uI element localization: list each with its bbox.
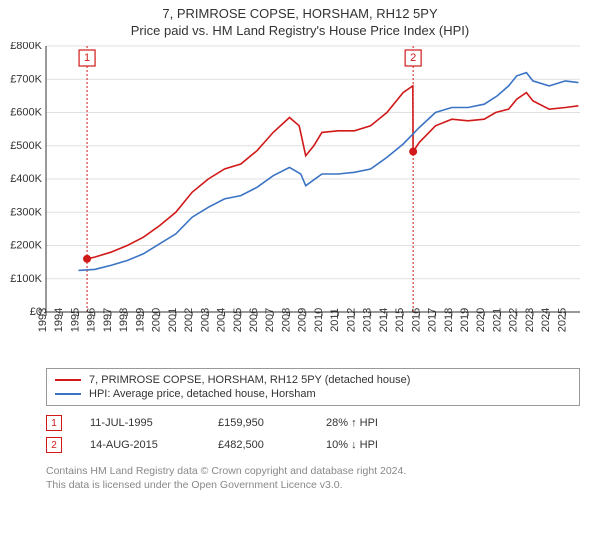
sale-delta: 10% ↓ HPI xyxy=(326,439,378,451)
x-tick-label: 1998 xyxy=(118,308,130,332)
attribution-line2: This data is licensed under the Open Gov… xyxy=(46,478,580,492)
sale-date: 11-JUL-1995 xyxy=(90,417,190,429)
x-tick-label: 2004 xyxy=(216,308,228,332)
x-tick-label: 2023 xyxy=(524,308,536,332)
y-tick-label: £200K xyxy=(10,240,42,252)
chart-container: £0£100K£200K£300K£400K£500K£600K£700K£80… xyxy=(0,42,600,362)
sale-marker: 2 xyxy=(46,437,62,453)
x-tick-label: 2000 xyxy=(151,308,163,332)
legend-row: 7, PRIMROSE COPSE, HORSHAM, RH12 5PY (de… xyxy=(55,373,571,387)
x-tick-label: 1994 xyxy=(53,308,65,332)
legend-swatch xyxy=(55,393,81,395)
x-tick-label: 1995 xyxy=(69,308,81,332)
x-tick-label: 2015 xyxy=(394,308,406,332)
y-tick-label: £600K xyxy=(10,107,42,119)
x-tick-label: 2011 xyxy=(329,308,341,332)
legend: 7, PRIMROSE COPSE, HORSHAM, RH12 5PY (de… xyxy=(46,368,580,406)
x-tick-label: 2018 xyxy=(443,308,455,332)
attribution: Contains HM Land Registry data © Crown c… xyxy=(46,464,580,492)
x-tick-label: 1996 xyxy=(86,308,98,332)
x-tick-label: 2006 xyxy=(248,308,260,332)
x-tick-label: 2021 xyxy=(491,308,503,332)
y-tick-label: £800K xyxy=(10,42,42,52)
x-tick-label: 2025 xyxy=(556,308,568,332)
x-tick-label: 2005 xyxy=(232,308,244,332)
legend-row: HPI: Average price, detached house, Hors… xyxy=(55,387,571,401)
sale-marker-number: 1 xyxy=(84,52,90,64)
x-tick-label: 2019 xyxy=(459,308,471,332)
y-tick-label: £100K xyxy=(10,273,42,285)
x-tick-label: 2020 xyxy=(475,308,487,332)
y-tick-label: £400K xyxy=(10,173,42,185)
x-tick-label: 2013 xyxy=(362,308,374,332)
sale-marker-number: 2 xyxy=(410,52,416,64)
sale-row: 1 11-JUL-1995 £159,950 28% ↑ HPI xyxy=(46,412,580,434)
y-tick-label: £700K xyxy=(10,73,42,85)
legend-label: 7, PRIMROSE COPSE, HORSHAM, RH12 5PY (de… xyxy=(89,374,410,386)
attribution-line1: Contains HM Land Registry data © Crown c… xyxy=(46,464,580,478)
y-tick-label: £500K xyxy=(10,140,42,152)
x-tick-label: 2007 xyxy=(264,308,276,332)
x-tick-label: 2002 xyxy=(183,308,195,332)
x-tick-label: 2009 xyxy=(297,308,309,332)
sale-price: £482,500 xyxy=(218,439,298,451)
sale-marker: 1 xyxy=(46,415,62,431)
legend-swatch xyxy=(55,379,81,381)
x-tick-label: 2024 xyxy=(540,308,552,332)
x-tick-label: 2003 xyxy=(199,308,211,332)
x-tick-label: 2010 xyxy=(313,308,325,332)
x-tick-label: 2016 xyxy=(410,308,422,332)
sale-point xyxy=(409,148,417,156)
x-tick-label: 1999 xyxy=(134,308,146,332)
x-tick-label: 1997 xyxy=(102,308,114,332)
legend-label: HPI: Average price, detached house, Hors… xyxy=(89,388,316,400)
page-title-subtitle: Price paid vs. HM Land Registry's House … xyxy=(0,21,600,42)
price-chart: £0£100K£200K£300K£400K£500K£600K£700K£80… xyxy=(0,42,600,362)
sale-price: £159,950 xyxy=(218,417,298,429)
x-tick-label: 2008 xyxy=(280,308,292,332)
x-tick-label: 1993 xyxy=(37,308,49,332)
page-title-address: 7, PRIMROSE COPSE, HORSHAM, RH12 5PY xyxy=(0,0,600,21)
x-tick-label: 2001 xyxy=(167,308,179,332)
y-tick-label: £300K xyxy=(10,206,42,218)
sale-row: 2 14-AUG-2015 £482,500 10% ↓ HPI xyxy=(46,434,580,456)
x-tick-label: 2022 xyxy=(508,308,520,332)
sales-table: 1 11-JUL-1995 £159,950 28% ↑ HPI 2 14-AUG-201… xyxy=(46,412,580,456)
sale-date: 14-AUG-2015 xyxy=(90,439,190,451)
x-tick-label: 2017 xyxy=(427,308,439,332)
x-tick-label: 2012 xyxy=(345,308,357,332)
x-tick-label: 2014 xyxy=(378,308,390,332)
sale-point xyxy=(83,255,91,263)
sale-delta: 28% ↑ HPI xyxy=(326,417,378,429)
